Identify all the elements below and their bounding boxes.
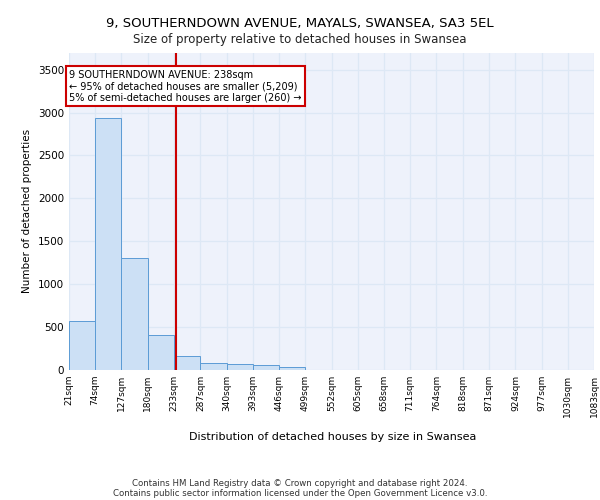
Text: Contains HM Land Registry data © Crown copyright and database right 2024.: Contains HM Land Registry data © Crown c… [132,478,468,488]
Bar [95,118,121,370]
Bar [69,321,95,370]
Bar [174,356,200,370]
Text: Contains public sector information licensed under the Open Government Licence v3: Contains public sector information licen… [113,488,487,498]
Bar [227,364,253,370]
Text: Distribution of detached houses by size in Swansea: Distribution of detached houses by size … [190,432,476,442]
Text: 9 SOUTHERNDOWN AVENUE: 238sqm
← 95% of detached houses are smaller (5,209)
5% of: 9 SOUTHERNDOWN AVENUE: 238sqm ← 95% of d… [70,70,302,103]
Y-axis label: Number of detached properties: Number of detached properties [22,129,32,294]
Bar [121,258,148,370]
Bar [253,366,279,370]
Text: 9, SOUTHERNDOWN AVENUE, MAYALS, SWANSEA, SA3 5EL: 9, SOUTHERNDOWN AVENUE, MAYALS, SWANSEA,… [106,18,494,30]
Bar [200,362,227,370]
Text: Size of property relative to detached houses in Swansea: Size of property relative to detached ho… [133,32,467,46]
Bar [279,366,305,370]
Bar [148,335,174,370]
